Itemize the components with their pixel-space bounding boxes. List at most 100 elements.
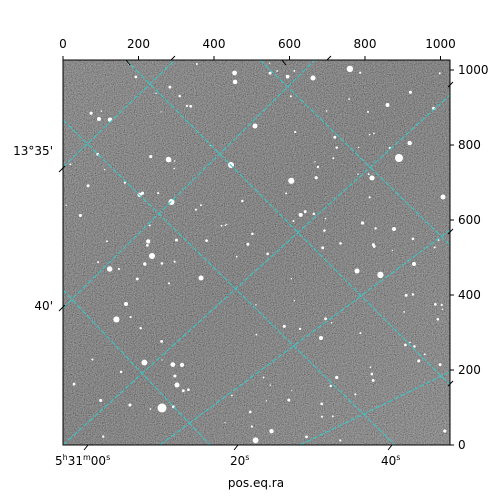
- star: [235, 255, 238, 258]
- star: [224, 421, 226, 424]
- grid-line: [63, 60, 176, 168]
- star: [269, 429, 274, 434]
- star: [276, 70, 279, 72]
- star: [298, 327, 302, 331]
- star: [417, 359, 421, 363]
- grid-line: [125, 60, 450, 386]
- ra-tick-label: 5h31m00s: [55, 453, 110, 468]
- star: [140, 191, 145, 195]
- star: [404, 343, 407, 347]
- star: [252, 437, 259, 444]
- star: [199, 204, 202, 207]
- star: [99, 398, 103, 402]
- star: [324, 217, 327, 220]
- top-world-ticks: [125, 55, 332, 66]
- star: [443, 429, 447, 433]
- star: [293, 69, 296, 72]
- dec-tick-label: 40': [34, 299, 53, 313]
- bright-star: [392, 227, 396, 231]
- star: [187, 388, 190, 392]
- right-tick-label: 400: [458, 288, 481, 302]
- bright-star: [149, 253, 155, 259]
- star: [175, 238, 178, 242]
- star: [86, 184, 90, 188]
- top-tick-label: 600: [278, 37, 301, 51]
- top-tick-label: 0: [59, 37, 67, 51]
- star: [139, 326, 142, 330]
- bright-star: [97, 117, 101, 121]
- star: [359, 332, 362, 335]
- star: [316, 165, 320, 169]
- top-tick-label: 200: [127, 37, 150, 51]
- bright-star: [157, 403, 167, 413]
- star: [173, 160, 176, 162]
- star: [291, 389, 293, 391]
- top-tick-label: 1000: [425, 37, 456, 51]
- bright-star: [124, 302, 128, 306]
- star: [185, 104, 189, 108]
- star: [249, 410, 252, 414]
- star: [366, 110, 370, 113]
- right-tick-label: 600: [458, 213, 481, 227]
- star: [135, 277, 139, 281]
- star: [368, 196, 371, 199]
- right-tick-label: 0: [458, 438, 466, 452]
- dec-tick-label: 13°35': [13, 144, 53, 158]
- star: [173, 167, 176, 170]
- star: [232, 70, 238, 76]
- star: [246, 242, 250, 246]
- top-axis: 0 200 400 600 800 1000: [59, 37, 456, 60]
- star: [437, 239, 440, 241]
- star: [189, 104, 193, 108]
- star: [314, 176, 318, 180]
- star: [333, 135, 337, 139]
- star: [403, 311, 405, 313]
- star: [102, 435, 105, 438]
- star: [226, 223, 228, 226]
- star: [339, 439, 342, 442]
- star: [149, 408, 152, 410]
- star: [409, 341, 411, 344]
- star: [220, 224, 223, 227]
- star: [290, 278, 293, 280]
- coordinate-grid: [63, 60, 450, 445]
- star: [348, 98, 350, 100]
- star: [332, 157, 335, 160]
- star: [170, 362, 176, 367]
- bright-star: [252, 123, 258, 129]
- star: [146, 244, 149, 247]
- ra-tick-label: 20s: [230, 453, 249, 468]
- star: [346, 65, 354, 73]
- star: [224, 224, 227, 226]
- star: [89, 111, 93, 115]
- star: [404, 293, 408, 297]
- star: [292, 219, 295, 223]
- star: [407, 140, 412, 146]
- star: [232, 79, 238, 85]
- star: [329, 384, 332, 388]
- star: [320, 415, 323, 418]
- star: [205, 239, 208, 242]
- star: [438, 72, 441, 75]
- star: [129, 316, 132, 319]
- star: [391, 249, 394, 251]
- grid-line: [63, 119, 396, 445]
- star: [371, 378, 375, 382]
- star: [97, 261, 100, 264]
- star: [69, 163, 72, 166]
- star: [359, 71, 362, 74]
- star: [411, 293, 415, 296]
- star: [303, 210, 307, 214]
- star: [441, 308, 444, 310]
- star: [160, 262, 164, 265]
- star: [269, 384, 272, 386]
- bright-star: [198, 275, 204, 281]
- right-tick-label: 200: [458, 363, 481, 377]
- star: [250, 425, 254, 428]
- star: [288, 177, 295, 184]
- ra-axis: 5h31m00s 20s 40s: [55, 444, 400, 468]
- star: [160, 111, 162, 113]
- star: [146, 239, 151, 244]
- star: [440, 303, 443, 306]
- star: [168, 199, 175, 205]
